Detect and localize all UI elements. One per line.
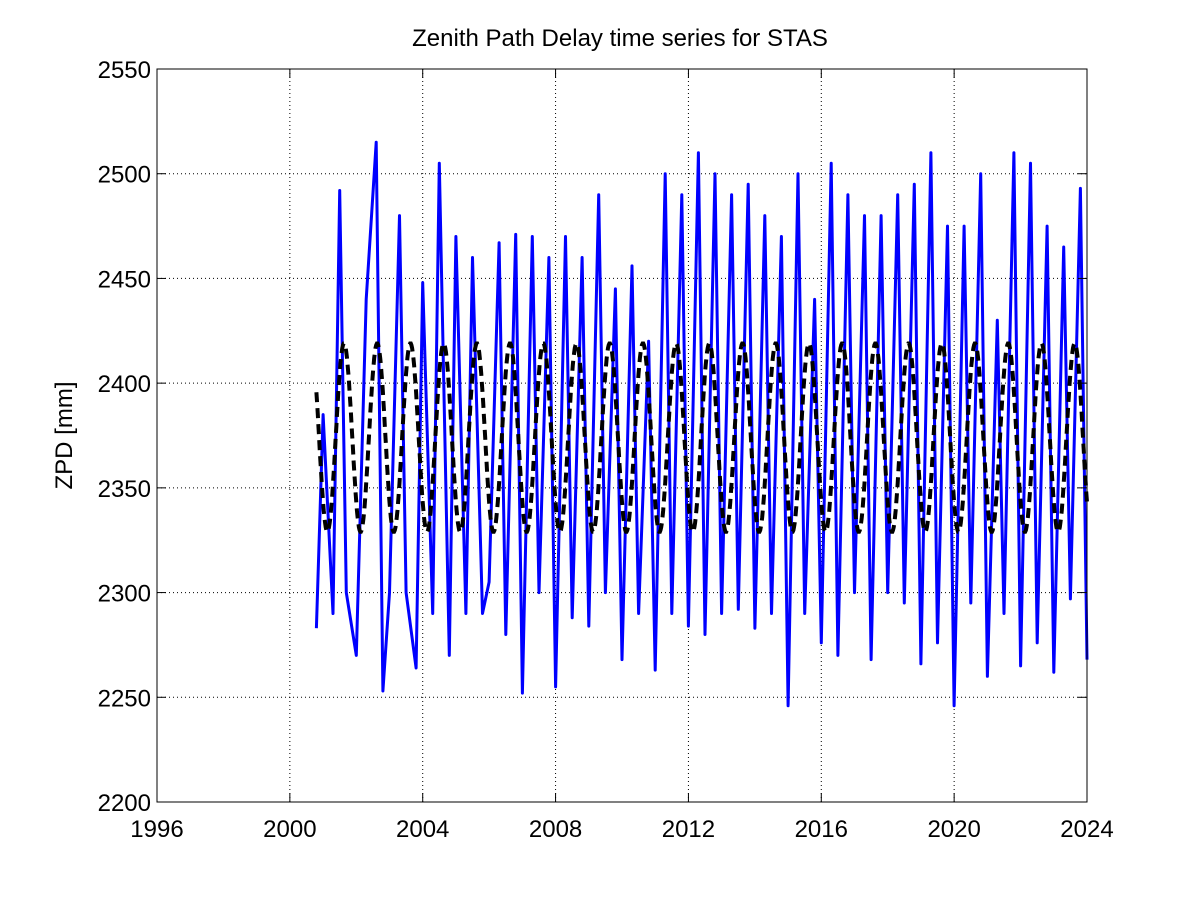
x-tick-label: 2012 — [662, 816, 715, 843]
y-tick-label: 2400 — [98, 371, 151, 398]
y-tick-label: 2350 — [98, 476, 151, 503]
x-tick-label: 2024 — [1060, 816, 1113, 843]
series-layer — [314, 140, 1089, 708]
y-tick-label: 2300 — [98, 581, 151, 608]
ticks: 1996 2000 2004 2008 2012 2016 2020 2024 2200 2250… — [98, 57, 1114, 843]
x-tick-label: 2000 — [263, 816, 316, 843]
seasonal-fit-line — [314, 341, 1089, 534]
y-tick-label: 2550 — [98, 57, 151, 84]
plot-frame — [156, 68, 1088, 803]
x-tick-label: 2020 — [927, 816, 980, 843]
x-tick-label: 2008 — [529, 816, 582, 843]
y-tick-label: 2500 — [98, 162, 151, 189]
chart-title: Zenith Path Delay time series for STAS — [412, 25, 828, 52]
y-tick-label: 2450 — [98, 266, 151, 293]
y-tick-label: 2200 — [98, 790, 151, 817]
x-tick-label: 2004 — [396, 816, 449, 843]
x-tick-label: 1996 — [130, 816, 183, 843]
y-tick-label: 2250 — [98, 685, 151, 712]
y-axis-label: ZPD [mm] — [51, 382, 78, 490]
x-tick-label: 2016 — [795, 816, 848, 843]
